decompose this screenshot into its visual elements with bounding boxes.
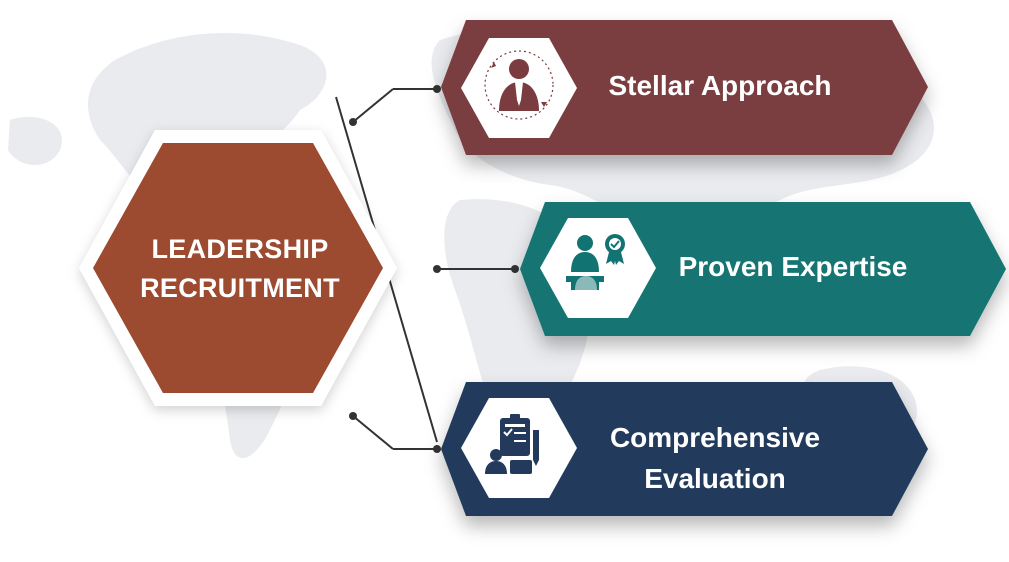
item-banner	[441, 382, 928, 516]
certified-expert-icon	[566, 234, 625, 290]
item-title-line2: Evaluation	[644, 462, 786, 494]
center-label-line2: RECRUITMENT	[140, 273, 340, 304]
center-label-line1: LEADERSHIP	[151, 234, 329, 264]
item-title-comprehensive-evaluation: Comprehensive Evaluation	[575, 418, 855, 499]
item-banner	[441, 20, 928, 155]
evaluation-clipboard-icon	[485, 414, 539, 474]
center-hexagon	[79, 130, 397, 406]
item-stellar-approach	[441, 20, 928, 155]
item-title-stellar-approach: Stellar Approach	[608, 70, 832, 101]
item-comprehensive-evaluation	[441, 382, 928, 516]
center-label: LEADERSHIP RECRUITMENT	[95, 230, 385, 308]
item-title-proven-expertise: Proven Expertise	[678, 251, 908, 282]
item-proven-expertise	[520, 202, 1006, 336]
item-banner	[520, 202, 1006, 336]
item-title-line1: Comprehensive	[609, 422, 821, 453]
center-hexagon-fill	[93, 143, 383, 393]
connector-dots	[349, 85, 519, 453]
businessman-icon	[484, 50, 554, 120]
